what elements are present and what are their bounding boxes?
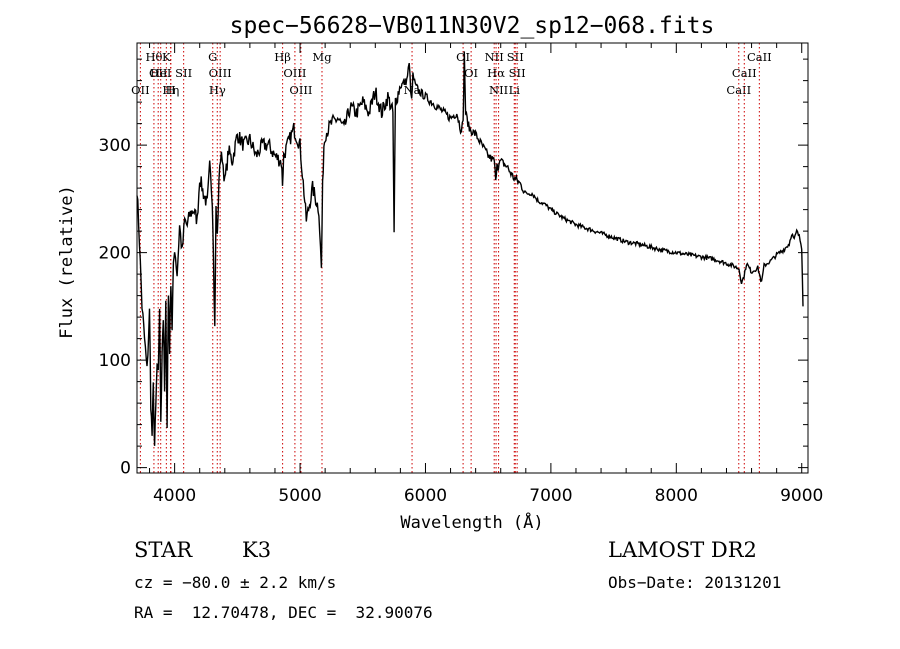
x-tick-label: 8000: [655, 486, 698, 506]
marker-label: Hθ: [145, 50, 162, 64]
marker-label: NII: [485, 50, 504, 64]
marker-label: Li: [509, 83, 521, 97]
y-tick-label: 300: [99, 136, 131, 156]
x-tick-label: 9000: [780, 486, 823, 506]
x-tick-label: 6000: [404, 486, 447, 506]
x-tick-label: 5000: [278, 486, 321, 506]
plot-frame: [136, 42, 809, 474]
y-axis-ticks: 0 100 200 300: [99, 58, 808, 479]
marker-label: OI: [464, 66, 478, 80]
object-class: STAR: [134, 538, 193, 562]
marker-label: Hβ: [274, 50, 291, 64]
marker-label: K: [162, 50, 171, 64]
marker-label: OI: [456, 50, 470, 64]
marker-label: Hα: [487, 66, 505, 80]
marker-label: CaII: [726, 83, 751, 97]
y-axis-label: Flux (relative): [57, 185, 77, 339]
marker-label: OIII: [289, 83, 312, 97]
spectrum-line: [136, 51, 804, 446]
obs-date: Obs−Date: 20131201: [608, 573, 782, 592]
marker-label: NII: [489, 83, 508, 97]
x-axis-ticks: 4000 5000 6000 7000 8000 9000: [149, 43, 823, 506]
y-tick-label: 100: [99, 351, 131, 371]
marker-label: OII: [131, 83, 150, 97]
marker-label: Mg: [312, 50, 332, 64]
object-subclass: K3: [242, 538, 272, 562]
x-tick-label: 4000: [153, 486, 196, 506]
chart-title: spec−56628−VB011N30V2_sp12−068.fits: [230, 13, 715, 39]
x-tick-label: 7000: [529, 486, 572, 506]
y-tick-label: 200: [99, 244, 131, 264]
marker-label: SII: [507, 50, 524, 64]
survey-name: LAMOST DR2: [608, 538, 757, 562]
marker-label: H: [166, 83, 176, 97]
y-tick-label: 0: [120, 459, 131, 479]
redshift-readout: cz = −80.0 ± 2.2 km/s: [134, 573, 337, 592]
marker-label: CaII: [732, 66, 757, 80]
marker-label: OII: [149, 66, 168, 80]
marker-label: OIII: [283, 66, 306, 80]
marker-label: G: [208, 50, 217, 64]
x-axis-label: Wavelength (Å): [400, 511, 543, 533]
coordinates: RA = 12.70478, DEC = 32.90076: [134, 603, 433, 622]
marker-label: SII: [509, 66, 526, 80]
marker-label: Hη: [162, 83, 179, 97]
marker-label: CaII: [747, 50, 772, 64]
marker-label: Hγ: [209, 83, 226, 97]
marker-label: SII: [175, 66, 192, 80]
marker-label: HeI: [150, 66, 171, 80]
marker-label: OIII: [209, 66, 232, 80]
